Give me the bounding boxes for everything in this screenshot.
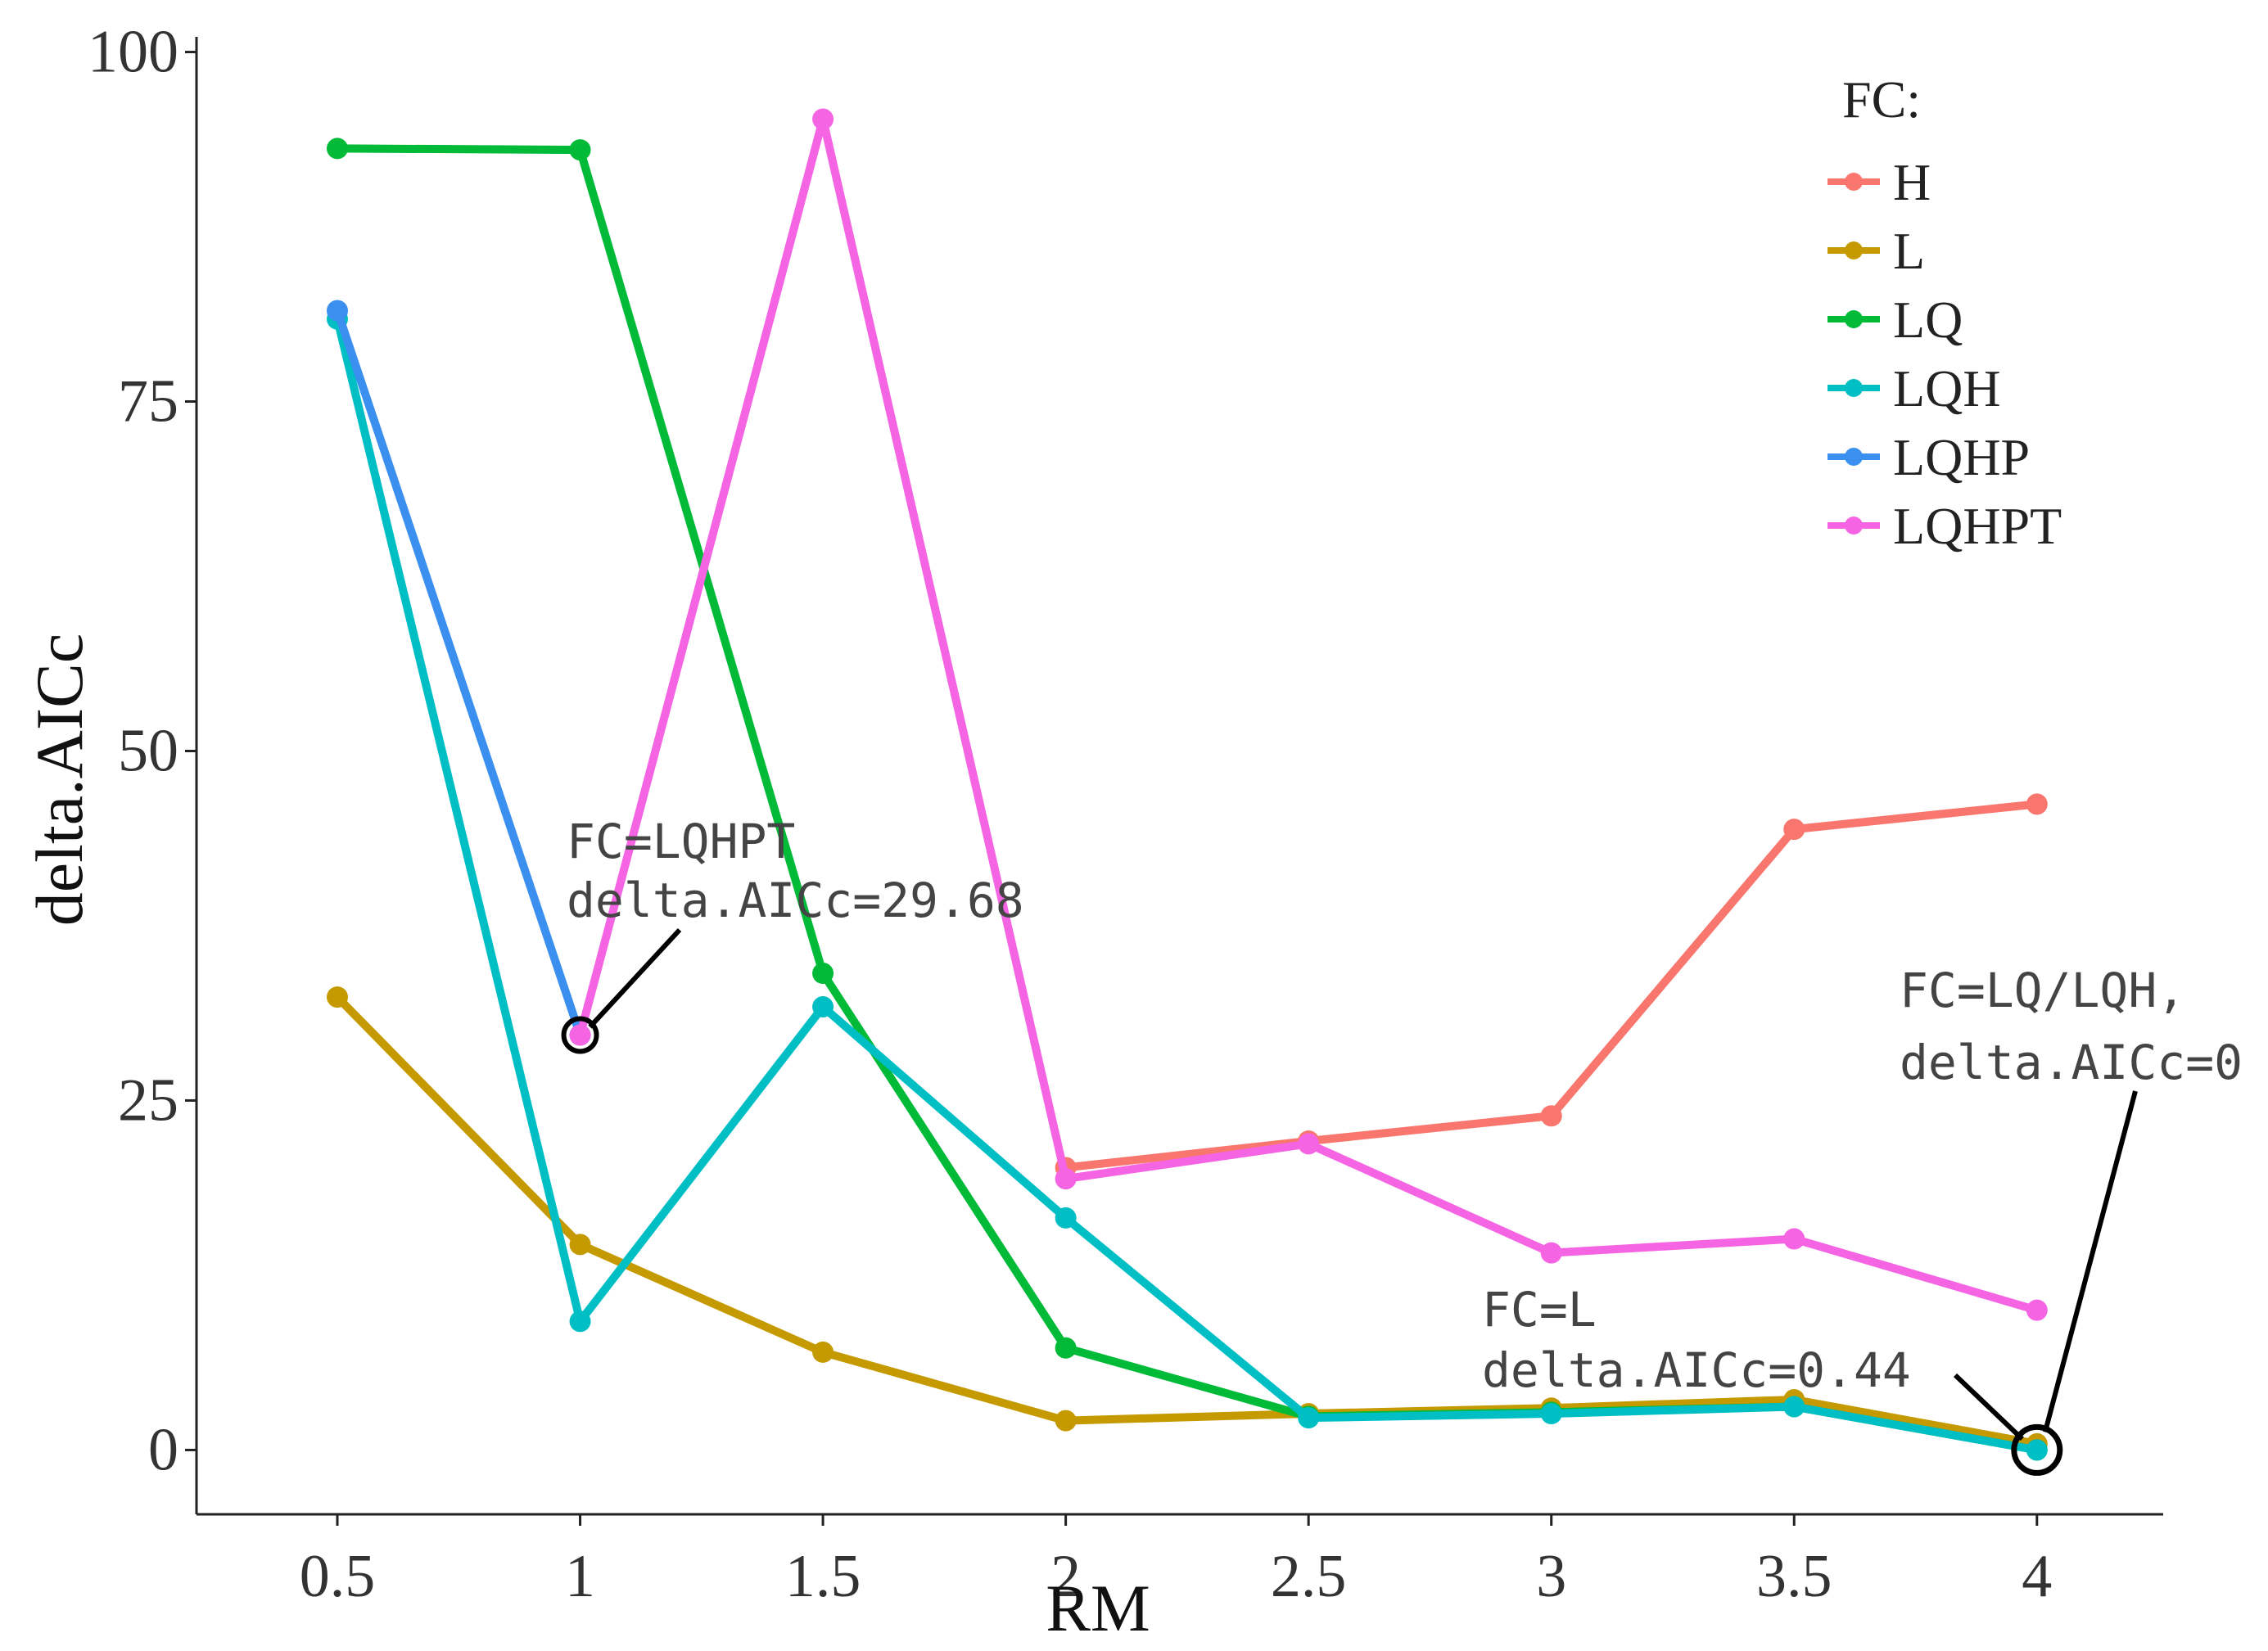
data-point-lqh bbox=[569, 1310, 591, 1333]
data-point-lqh bbox=[1783, 1396, 1805, 1418]
data-point-lqh bbox=[1055, 1207, 1077, 1229]
y-tick-label: 50 bbox=[118, 717, 178, 784]
legend-label: LQHP bbox=[1893, 428, 2030, 486]
data-point-lq bbox=[569, 139, 591, 161]
data-point-lqh bbox=[1298, 1407, 1320, 1429]
legend-label: LQHPT bbox=[1893, 497, 2062, 555]
legend-title: FC: bbox=[1842, 70, 1921, 129]
annotation-text-a2: FC=LQ/LQH, bbox=[1900, 963, 2185, 1018]
legend-key-point bbox=[1845, 173, 1863, 191]
series-line-lqhp bbox=[332, 306, 585, 1040]
legend-item-lqh: LQH bbox=[1828, 359, 2001, 417]
x-tick-label: 1.5 bbox=[785, 1543, 861, 1610]
annotation-circle-lqhpt bbox=[561, 1016, 599, 1054]
series-lqhp bbox=[326, 300, 591, 1046]
data-point-h bbox=[1783, 819, 1805, 841]
x-tick-label: 2.5 bbox=[1271, 1543, 1347, 1610]
legend: FC: HL LQ LQH LQHP LQHPT bbox=[1828, 70, 2062, 555]
series-line-lqh bbox=[332, 314, 2041, 1455]
annotation-text-a1: FC=LQHPT bbox=[567, 814, 795, 869]
data-point-lq bbox=[326, 138, 348, 160]
data-point-lqhpt bbox=[812, 108, 834, 130]
legend-item-lqhpt: LQHPT bbox=[1828, 497, 2062, 555]
y-tick-label: 100 bbox=[88, 19, 178, 86]
legend-item-lqhp: LQHP bbox=[1828, 428, 2030, 486]
legend-key-point bbox=[1845, 379, 1863, 397]
data-point-lqhpt bbox=[1055, 1168, 1077, 1190]
x-tick-label: 1 bbox=[565, 1543, 595, 1610]
data-point-h bbox=[2026, 793, 2048, 815]
data-point-lqh bbox=[2026, 1439, 2048, 1461]
data-point-l bbox=[1055, 1410, 1077, 1432]
annotation-pointer-l bbox=[1953, 1373, 2024, 1441]
data-point-lqhpt bbox=[1783, 1228, 1805, 1250]
x-tick-label: 3.5 bbox=[1756, 1543, 1832, 1610]
data-point-lq bbox=[812, 963, 834, 985]
legend-label: LQ bbox=[1893, 291, 1963, 349]
legend-item-lq: LQ bbox=[1828, 291, 1963, 349]
series-lqhpt bbox=[569, 108, 2048, 1321]
x-axis-title: RM bbox=[1046, 1571, 1150, 1645]
x-tick-label: 3 bbox=[1536, 1543, 1566, 1610]
data-point-h bbox=[1540, 1105, 1562, 1127]
data-point-l bbox=[326, 986, 348, 1008]
annotation-text-a2: delta.AICc=0 bbox=[1900, 1035, 2243, 1090]
y-axis-title: delta.AICc bbox=[22, 634, 97, 926]
y-tick-label: 75 bbox=[118, 368, 178, 435]
data-point-lqhpt bbox=[2026, 1299, 2048, 1321]
series-lq bbox=[326, 138, 2048, 1461]
axes: 0 25 50 75 100 0.5 1 1.5 2 2.5 3 3.5 4 RM delta.AICc bbox=[22, 19, 2163, 1645]
legend-key-point bbox=[1845, 310, 1863, 328]
data-point-lqhpt bbox=[1540, 1242, 1562, 1264]
legend-label: L bbox=[1893, 222, 1925, 280]
legend-key-point bbox=[1845, 241, 1863, 259]
annotation-circle-best bbox=[2011, 1423, 2063, 1476]
series-h bbox=[1055, 793, 2048, 1179]
data-point-lqhp bbox=[326, 300, 348, 322]
data-point-lqhpt bbox=[1298, 1133, 1320, 1155]
data-point-l bbox=[812, 1341, 834, 1363]
plot-area bbox=[326, 108, 2048, 1461]
legend-label: LQH bbox=[1893, 359, 2001, 417]
y-tick-label: 0 bbox=[148, 1416, 178, 1483]
data-point-l bbox=[569, 1234, 591, 1256]
x-tick-label: 4 bbox=[2022, 1543, 2052, 1610]
y-tick-label: 25 bbox=[118, 1067, 178, 1134]
data-point-lq bbox=[1055, 1337, 1077, 1359]
legend-item-l: L bbox=[1828, 222, 1925, 280]
x-tick-label: 2 bbox=[1050, 1543, 1081, 1610]
legend-label: H bbox=[1893, 153, 1931, 211]
legend-key-point bbox=[1845, 448, 1863, 466]
x-tick-label: 0.5 bbox=[300, 1543, 376, 1610]
annotation-pointer-lqhpt bbox=[588, 927, 682, 1029]
annotation-text-a1: delta.AICc=29.68 bbox=[567, 873, 1024, 928]
annotation-text-a3: FC=L bbox=[1482, 1282, 1597, 1337]
data-point-lqhpt bbox=[569, 1024, 591, 1046]
annotation-pointer-lq-lqh bbox=[2042, 1090, 2138, 1433]
data-point-lqh bbox=[1540, 1403, 1562, 1425]
legend-item-h: H bbox=[1828, 153, 1931, 211]
data-point-lqh bbox=[812, 996, 834, 1018]
legend-key-point bbox=[1845, 517, 1863, 535]
series-line-lq bbox=[332, 144, 2041, 1455]
annotation-text-a3: delta.AICc=0.44 bbox=[1482, 1342, 1911, 1398]
